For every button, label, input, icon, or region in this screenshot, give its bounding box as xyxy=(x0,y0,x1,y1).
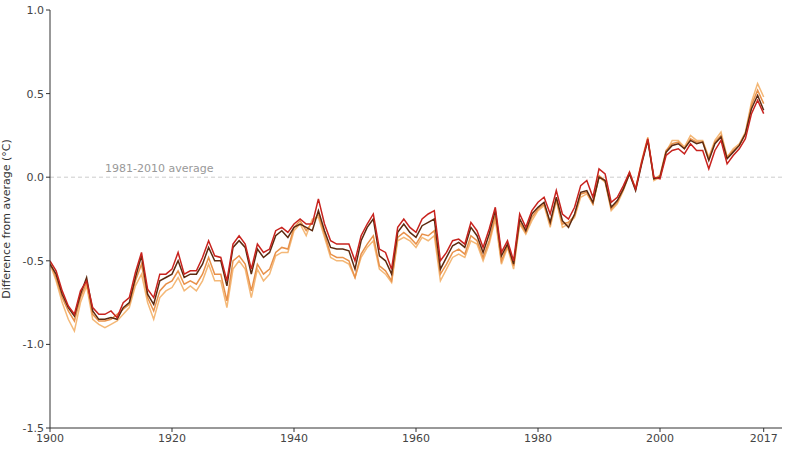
svg-text:-0.5: -0.5 xyxy=(23,255,44,268)
svg-text:2017: 2017 xyxy=(750,432,778,445)
svg-text:1940: 1940 xyxy=(280,432,308,445)
svg-text:1981-2010 average: 1981-2010 average xyxy=(105,162,214,175)
svg-text:1.0: 1.0 xyxy=(27,4,45,17)
svg-text:2000: 2000 xyxy=(646,432,674,445)
svg-text:Difference from average (°C): Difference from average (°C) xyxy=(8,139,13,299)
svg-text:0.0: 0.0 xyxy=(27,171,45,184)
svg-text:-1.0: -1.0 xyxy=(23,338,44,351)
svg-text:1920: 1920 xyxy=(158,432,186,445)
svg-text:1980: 1980 xyxy=(524,432,552,445)
svg-text:1900: 1900 xyxy=(36,431,64,445)
svg-text:1960: 1960 xyxy=(402,432,430,445)
svg-text:0.5: 0.5 xyxy=(27,88,45,101)
svg-text:-1.5: -1.5 xyxy=(23,422,44,435)
